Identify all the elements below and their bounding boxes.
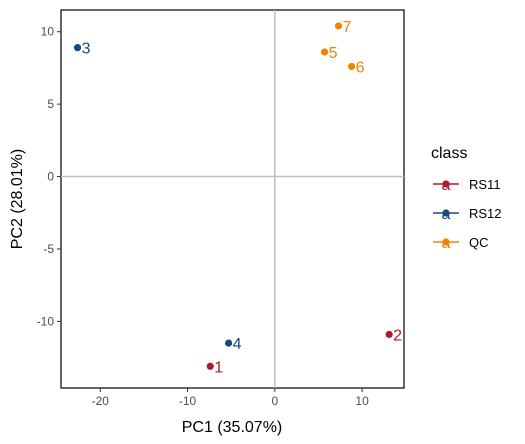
plot-panel: -20 -10 0 10 -10 -5 0 5 10 1 2 3 4 5 6 7 [37, 9, 405, 408]
legend-label: QC [469, 235, 489, 250]
point-label: 5 [329, 45, 338, 62]
legend-items: a RS11 a RS12 a QC [433, 177, 502, 252]
legend-key [442, 180, 450, 188]
y-tick-label: 0 [47, 170, 54, 184]
data-point [73, 44, 82, 52]
x-axis-title: PC1 (35.07%) [182, 419, 283, 436]
x-tick-label: -10 [179, 394, 197, 408]
legend-key-glyph: a [442, 177, 451, 194]
legend-label: RS12 [469, 206, 502, 221]
y-axis-title: PC2 (28.01%) [9, 149, 26, 250]
legend: class a RS11 a RS12 a QC [431, 145, 502, 252]
x-tick-label: 0 [271, 394, 278, 408]
data-point [334, 22, 343, 30]
point-label: 3 [82, 41, 91, 58]
legend-key [442, 209, 450, 217]
x-tick-label: -20 [92, 394, 110, 408]
data-point [348, 62, 356, 71]
point-label: 6 [356, 59, 365, 76]
data-point [224, 339, 233, 347]
x-axis-ticks: -20 -10 0 10 [92, 388, 369, 408]
data-point [385, 330, 393, 339]
point-label: 2 [393, 327, 402, 344]
y-tick-label: 10 [41, 25, 55, 39]
legend-key [442, 238, 450, 246]
data-points: 1 2 3 4 5 6 7 [73, 19, 402, 376]
point-label: 4 [233, 336, 242, 353]
point-label: 1 [214, 359, 223, 376]
y-axis-ticks: -10 -5 0 5 10 [37, 25, 61, 328]
y-tick-label: -5 [43, 242, 54, 256]
legend-title: class [431, 145, 467, 162]
point-label: 7 [343, 19, 352, 36]
legend-key-glyph: a [442, 206, 451, 223]
panel-border [60, 9, 405, 389]
legend-label: RS11 [469, 177, 501, 192]
legend-key-glyph: a [442, 235, 451, 252]
data-point [206, 362, 214, 370]
y-tick-label: 5 [47, 97, 54, 111]
y-tick-label: -10 [37, 314, 55, 328]
data-point [320, 48, 329, 56]
x-tick-label: 10 [355, 394, 369, 408]
